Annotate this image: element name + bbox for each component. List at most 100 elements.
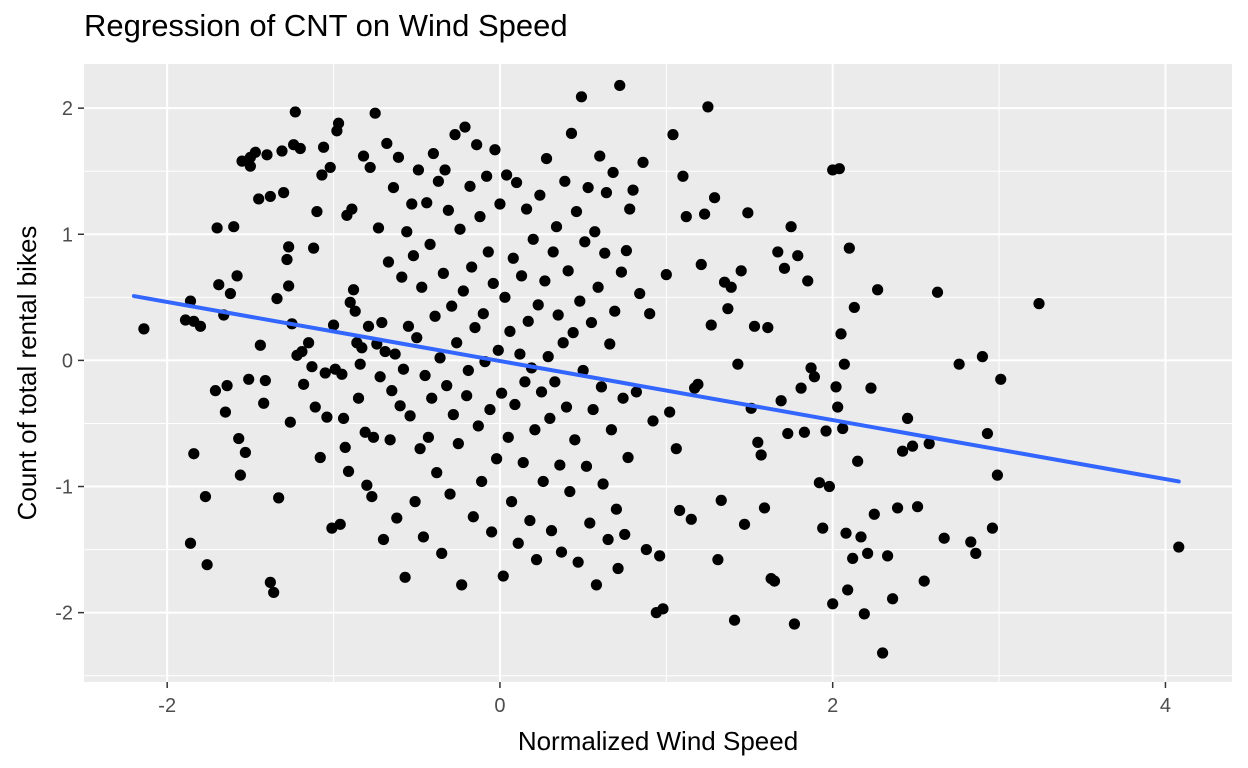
data-point (376, 316, 388, 329)
data-point (550, 221, 563, 233)
data-point (852, 455, 864, 467)
data-point (562, 265, 574, 277)
data-point (584, 517, 596, 529)
data-point (239, 446, 251, 459)
y-tick-label: 2 (62, 98, 73, 120)
data-point (381, 137, 393, 150)
data-point (451, 337, 463, 349)
data-point (535, 386, 548, 398)
data-point (970, 547, 982, 559)
data-point (244, 160, 256, 172)
data-point (552, 309, 564, 321)
data-point (404, 410, 416, 422)
data-point (813, 477, 825, 489)
data-point (592, 281, 604, 293)
data-point (855, 531, 867, 543)
data-point (654, 550, 666, 562)
data-point (489, 144, 501, 156)
data-point (306, 361, 318, 373)
y-axis-ticks: -2 -1 0 1 2 (55, 98, 84, 625)
data-point (624, 203, 636, 215)
data-point (356, 342, 368, 354)
data-point (680, 211, 692, 223)
data-point (540, 152, 553, 165)
data-point (447, 409, 459, 421)
data-point (424, 238, 436, 250)
data-point (228, 221, 240, 233)
data-point (332, 117, 345, 129)
data-point (199, 491, 212, 503)
data-point (838, 358, 850, 370)
trend-line (131, 294, 1181, 484)
data-point (419, 369, 431, 382)
data-point (674, 504, 686, 517)
data-point (702, 101, 714, 113)
data-point (529, 424, 541, 436)
data-point (334, 518, 346, 530)
data-point (555, 546, 568, 558)
data-point (449, 129, 461, 141)
data-point (352, 392, 365, 404)
data-point (732, 358, 744, 370)
data-point (537, 475, 549, 488)
y-tick-label: 0 (62, 350, 73, 372)
data-point (901, 412, 914, 425)
data-point (387, 182, 400, 194)
data-point (382, 256, 395, 268)
data-point (539, 275, 551, 287)
data-point (354, 358, 366, 370)
data-point (644, 308, 656, 320)
data-point (326, 522, 338, 534)
data-point (271, 292, 283, 305)
data-point (609, 305, 621, 317)
data-point (486, 526, 498, 538)
y-axis-label: Count of total rental bikes (12, 226, 42, 521)
data-point (482, 246, 494, 258)
data-point (615, 266, 627, 278)
data-point (858, 608, 870, 620)
data-point (620, 245, 632, 257)
data-point (484, 403, 496, 416)
data-point (444, 488, 456, 500)
data-point (695, 258, 707, 271)
data-point (342, 465, 355, 477)
data-point (517, 456, 529, 469)
data-point (748, 320, 761, 332)
data-point (436, 547, 448, 559)
data-point (236, 155, 248, 167)
data-point (184, 537, 197, 549)
data-point (923, 438, 935, 450)
data-point (872, 284, 884, 296)
data-point (847, 552, 859, 565)
data-point (865, 382, 877, 394)
data-point (321, 411, 333, 423)
data-point (837, 422, 849, 435)
data-point (630, 386, 642, 398)
data-point (574, 295, 586, 307)
data-point (417, 531, 430, 543)
data-point (264, 576, 276, 588)
data-point (735, 265, 747, 277)
data-point (614, 79, 626, 92)
data-point (567, 327, 579, 339)
data-point (366, 491, 378, 503)
data-point (359, 426, 371, 438)
data-point (346, 203, 358, 215)
data-point (442, 204, 454, 216)
data-point (446, 300, 458, 312)
data-point (502, 431, 514, 443)
data-point (886, 593, 899, 605)
data-point (412, 164, 425, 176)
data-point (481, 170, 493, 182)
data-point (439, 164, 451, 176)
data-point (725, 281, 737, 293)
data-point (698, 208, 711, 220)
data-point (494, 198, 506, 210)
data-point (504, 325, 516, 337)
data-point (580, 460, 593, 472)
data-point (677, 170, 689, 182)
data-point (515, 270, 528, 282)
data-point (394, 400, 406, 412)
